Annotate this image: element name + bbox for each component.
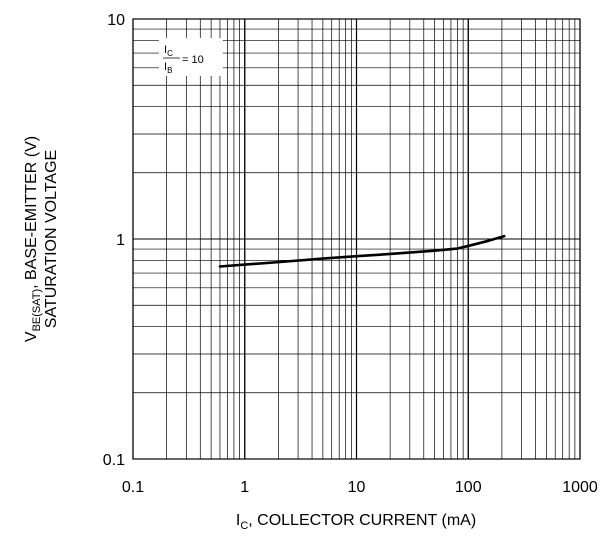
annotation-denominator: IB xyxy=(164,61,172,75)
x-tick-label: 1000 xyxy=(562,479,598,496)
ratio-annotation: IC IB = 10 xyxy=(159,38,223,76)
x-tick-label: 0.1 xyxy=(122,479,144,496)
plot-area-border xyxy=(132,18,581,460)
y-axis-label-line1: VBE(SAT), BASE-EMITTER (V) xyxy=(23,136,43,342)
y-tick-label: 1 xyxy=(116,232,125,249)
y-axis-label: VBE(SAT), BASE-EMITTER (V) SATURATION VO… xyxy=(23,136,60,342)
y-tick-label: 10 xyxy=(107,12,125,29)
x-tick-label: 10 xyxy=(348,479,366,496)
x-tick-label: 100 xyxy=(455,479,482,496)
y-axis-label-line2: SATURATION VOLTAGE xyxy=(43,150,60,328)
x-tick-label: 1 xyxy=(240,479,249,496)
annotation-numerator: IC xyxy=(164,44,173,58)
annotation-value: = 10 xyxy=(182,54,204,66)
x-tick-labels: 0.1 1 10 100 1000 xyxy=(122,479,598,496)
x-axis-label: IC, COLLECTOR CURRENT (mA) xyxy=(236,512,476,532)
y-tick-labels: 0.1 1 10 xyxy=(103,12,125,469)
series-layer xyxy=(218,234,506,268)
series-line xyxy=(218,234,506,268)
y-tick-label: 0.1 xyxy=(103,452,125,469)
